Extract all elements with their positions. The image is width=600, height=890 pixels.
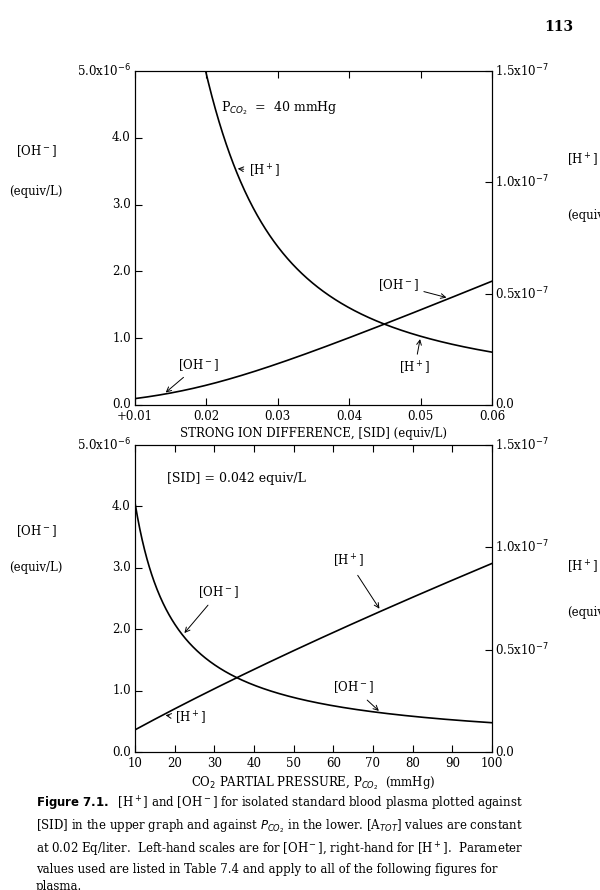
Text: 0.5x10$^{-7}$: 0.5x10$^{-7}$: [495, 642, 549, 658]
Text: 4.0: 4.0: [112, 500, 131, 513]
Text: [H$^+$]: [H$^+$]: [567, 151, 598, 169]
Text: 0.0: 0.0: [112, 399, 131, 411]
Text: 2.0: 2.0: [112, 623, 131, 635]
X-axis label: CO$_2$ PARTIAL PRESSURE, P$_{CO_2}$  (mmHg): CO$_2$ PARTIAL PRESSURE, P$_{CO_2}$ (mmH…: [191, 774, 436, 791]
Text: 0.5x10$^{-7}$: 0.5x10$^{-7}$: [495, 286, 549, 302]
Text: 113: 113: [544, 20, 573, 34]
Text: 1.0x10$^{-7}$: 1.0x10$^{-7}$: [495, 539, 549, 555]
Text: [H$^+$]: [H$^+$]: [167, 709, 206, 727]
Text: [OH$^-$]: [OH$^-$]: [185, 585, 239, 632]
Text: $\bf{Figure\ 7.1.}$  [H$^+$] and [OH$^-$] for isolated standard blood plasma plo: $\bf{Figure\ 7.1.}$ [H$^+$] and [OH$^-$]…: [36, 795, 523, 890]
Text: [OH$^-$]: [OH$^-$]: [16, 143, 56, 159]
Text: 5.0x10$^{-6}$: 5.0x10$^{-6}$: [77, 437, 131, 453]
X-axis label: STRONG ION DIFFERENCE, [SID] (equiv/L): STRONG ION DIFFERENCE, [SID] (equiv/L): [180, 427, 447, 440]
Text: [OH$^-$]: [OH$^-$]: [334, 680, 378, 710]
Text: [OH$^-$]: [OH$^-$]: [16, 523, 56, 538]
Text: (equiv/L): (equiv/L): [10, 185, 62, 198]
Text: 1.5x10$^{-7}$: 1.5x10$^{-7}$: [495, 437, 549, 453]
Text: 0.0: 0.0: [112, 746, 131, 758]
Text: [H$^+$]: [H$^+$]: [567, 559, 598, 577]
Text: 1.0x10$^{-7}$: 1.0x10$^{-7}$: [495, 174, 549, 190]
Text: [H$^+$]: [H$^+$]: [334, 554, 379, 608]
Text: 0.0: 0.0: [495, 746, 514, 758]
Text: (equiv/L): (equiv/L): [567, 209, 600, 222]
Text: 4.0: 4.0: [112, 132, 131, 144]
Text: 3.0: 3.0: [112, 562, 131, 574]
Text: (equiv/L): (equiv/L): [10, 562, 62, 574]
Text: 5.0x10$^{-6}$: 5.0x10$^{-6}$: [77, 63, 131, 79]
Text: [H$^+$]: [H$^+$]: [399, 340, 430, 376]
Text: 0.0: 0.0: [495, 399, 514, 411]
Text: 2.0: 2.0: [112, 265, 131, 278]
Text: P$_{CO_2}$  =  40 mmHg: P$_{CO_2}$ = 40 mmHg: [221, 100, 337, 117]
Text: 1.0: 1.0: [112, 332, 131, 344]
Text: [SID] = 0.042 equiv/L: [SID] = 0.042 equiv/L: [167, 472, 305, 485]
Text: (equiv/L): (equiv/L): [567, 606, 600, 619]
Text: 3.0: 3.0: [112, 198, 131, 211]
Text: [OH$^-$]: [OH$^-$]: [167, 357, 218, 392]
Text: [OH$^-$]: [OH$^-$]: [378, 277, 445, 298]
Text: 1.5x10$^{-7}$: 1.5x10$^{-7}$: [495, 63, 549, 79]
Text: 1.0: 1.0: [112, 684, 131, 697]
Text: [H$^+$]: [H$^+$]: [239, 163, 280, 180]
